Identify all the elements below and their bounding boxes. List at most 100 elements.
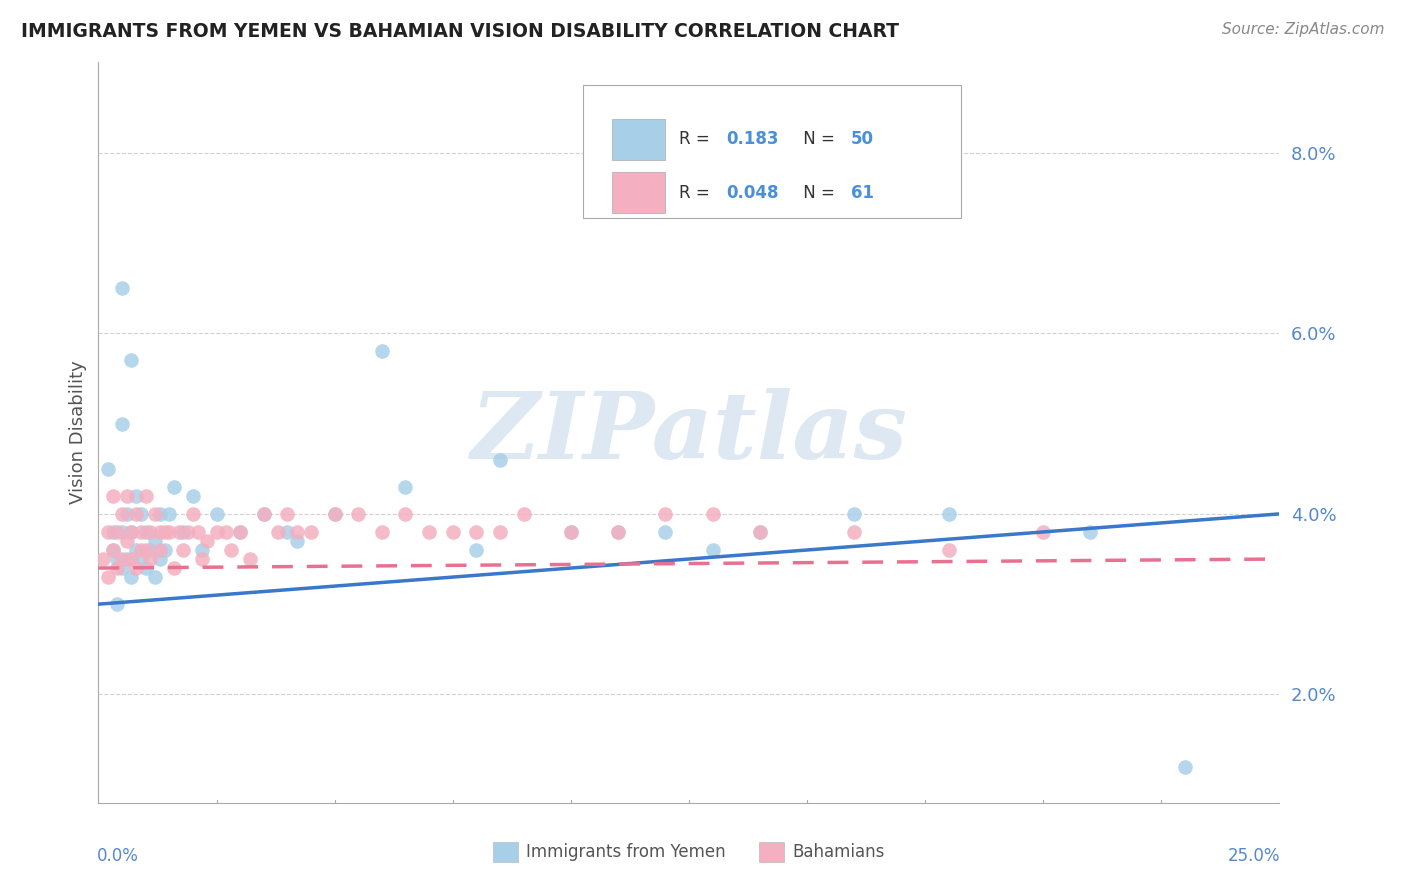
Point bbox=[121, 570, 143, 584]
Point bbox=[844, 507, 866, 521]
Point bbox=[135, 524, 157, 539]
Point bbox=[239, 552, 262, 566]
Point bbox=[441, 524, 464, 539]
Point bbox=[111, 417, 134, 431]
Point bbox=[285, 533, 308, 548]
Point bbox=[371, 344, 394, 359]
Text: 0.183: 0.183 bbox=[727, 130, 779, 148]
Point bbox=[748, 524, 770, 539]
Point bbox=[115, 489, 138, 503]
Point bbox=[129, 524, 152, 539]
Point bbox=[229, 524, 252, 539]
Point bbox=[105, 597, 128, 611]
Point bbox=[253, 507, 276, 521]
Point bbox=[1032, 524, 1054, 539]
Point bbox=[215, 524, 238, 539]
Point bbox=[111, 552, 134, 566]
Point bbox=[135, 561, 157, 575]
Point bbox=[276, 524, 298, 539]
Point bbox=[125, 507, 148, 521]
Point bbox=[654, 507, 676, 521]
Legend: Immigrants from Yemen, Bahamians: Immigrants from Yemen, Bahamians bbox=[486, 835, 891, 869]
Point bbox=[177, 524, 200, 539]
Point bbox=[1080, 524, 1102, 539]
Point bbox=[191, 543, 214, 558]
Point bbox=[267, 524, 290, 539]
Point bbox=[105, 561, 128, 575]
Point bbox=[157, 507, 180, 521]
Point bbox=[938, 543, 960, 558]
Point bbox=[97, 461, 120, 475]
Point bbox=[465, 524, 488, 539]
FancyBboxPatch shape bbox=[582, 85, 960, 218]
Point bbox=[205, 524, 228, 539]
Point bbox=[157, 524, 180, 539]
Point bbox=[163, 561, 186, 575]
Point bbox=[129, 543, 152, 558]
Point bbox=[702, 543, 724, 558]
Point bbox=[91, 552, 114, 566]
Point bbox=[219, 543, 242, 558]
Point bbox=[299, 524, 322, 539]
Text: N =: N = bbox=[797, 130, 839, 148]
Point bbox=[101, 524, 124, 539]
Text: R =: R = bbox=[679, 130, 716, 148]
Point bbox=[121, 353, 143, 368]
Point bbox=[149, 552, 172, 566]
Point bbox=[149, 543, 172, 558]
Point bbox=[149, 524, 172, 539]
Point bbox=[172, 524, 194, 539]
Point bbox=[938, 507, 960, 521]
Point bbox=[153, 543, 176, 558]
Point bbox=[111, 561, 134, 575]
Point bbox=[607, 524, 630, 539]
Point bbox=[229, 524, 252, 539]
Point bbox=[167, 524, 190, 539]
Y-axis label: Vision Disability: Vision Disability bbox=[69, 360, 87, 505]
Point bbox=[115, 533, 138, 548]
Point bbox=[143, 570, 166, 584]
FancyBboxPatch shape bbox=[612, 172, 665, 213]
Point bbox=[129, 552, 152, 566]
Point bbox=[323, 507, 346, 521]
Point bbox=[748, 524, 770, 539]
Text: 25.0%: 25.0% bbox=[1229, 847, 1281, 865]
Point bbox=[163, 480, 186, 494]
Point bbox=[143, 507, 166, 521]
Point bbox=[121, 524, 143, 539]
Point bbox=[560, 524, 582, 539]
Point bbox=[149, 507, 172, 521]
Point bbox=[172, 543, 194, 558]
Text: 0.0%: 0.0% bbox=[97, 847, 139, 865]
Point bbox=[323, 507, 346, 521]
Point bbox=[97, 524, 120, 539]
Point bbox=[702, 507, 724, 521]
Point bbox=[101, 543, 124, 558]
Text: ZIPatlas: ZIPatlas bbox=[471, 388, 907, 477]
Point bbox=[153, 524, 176, 539]
Point bbox=[139, 524, 162, 539]
Text: 61: 61 bbox=[851, 184, 873, 202]
Point bbox=[394, 480, 416, 494]
Point bbox=[205, 507, 228, 521]
Point bbox=[844, 524, 866, 539]
Point bbox=[121, 524, 143, 539]
Point bbox=[139, 543, 162, 558]
Point bbox=[111, 524, 134, 539]
Point bbox=[187, 524, 209, 539]
Point bbox=[465, 543, 488, 558]
Point bbox=[125, 489, 148, 503]
Point bbox=[191, 552, 214, 566]
Point bbox=[143, 533, 166, 548]
Point bbox=[101, 543, 124, 558]
Point bbox=[111, 507, 134, 521]
Point bbox=[135, 543, 157, 558]
Point bbox=[512, 507, 534, 521]
Point bbox=[607, 524, 630, 539]
Point bbox=[129, 507, 152, 521]
Point bbox=[181, 507, 204, 521]
Point bbox=[125, 543, 148, 558]
Point bbox=[181, 489, 204, 503]
Point bbox=[125, 561, 148, 575]
Point bbox=[371, 524, 394, 539]
